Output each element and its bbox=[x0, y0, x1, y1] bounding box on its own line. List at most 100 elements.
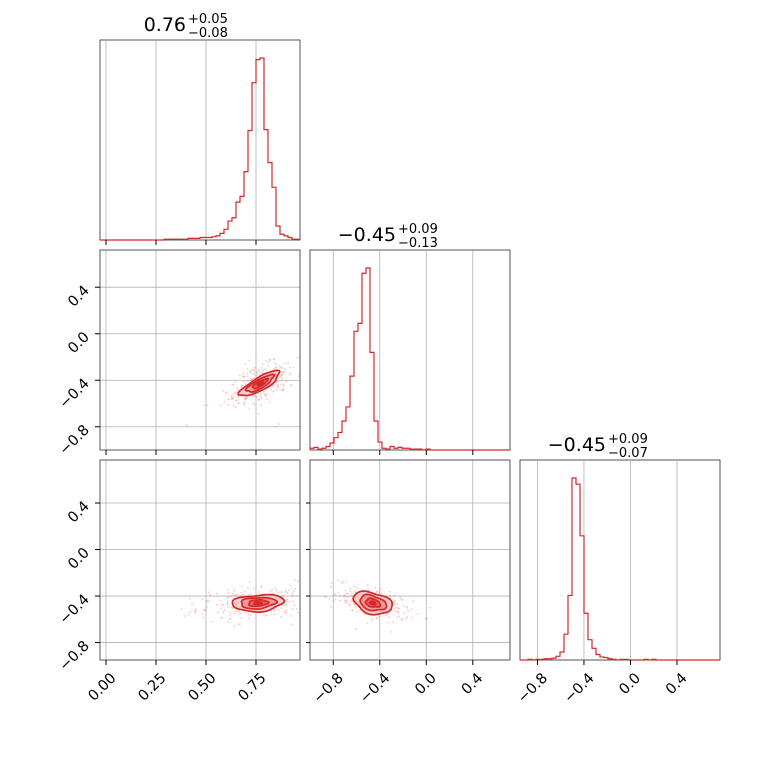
scatter-panel-1-point bbox=[314, 357, 316, 359]
scatter-panel-1-point bbox=[252, 401, 255, 404]
scatter-panel-2-point bbox=[280, 607, 283, 610]
scatter-panel-2-point bbox=[188, 597, 191, 600]
scatter-panel-1-point bbox=[242, 375, 244, 378]
scatter-panel-1-point bbox=[264, 393, 267, 396]
scatter-panel-2-point bbox=[291, 592, 294, 595]
scatter-panel-1-point bbox=[238, 374, 241, 377]
scatter-panel-2-point bbox=[183, 615, 186, 617]
scatter-panel-1-point bbox=[256, 371, 259, 373]
hist-panel-3-xtick-label-1: −0.4 bbox=[561, 670, 597, 706]
scatter-panel-1-point bbox=[253, 368, 255, 371]
scatter-panel-3-point bbox=[351, 609, 354, 612]
scatter-panel-1-point bbox=[236, 399, 238, 402]
scatter-panel-2-point bbox=[293, 579, 296, 582]
scatter-panel-1-point bbox=[234, 406, 237, 409]
scatter-panel-2-point bbox=[201, 613, 204, 615]
scatter-panel-3-point bbox=[405, 607, 408, 609]
scatter-panel-3-point bbox=[345, 600, 348, 603]
scatter-panel-3-point bbox=[399, 596, 402, 599]
scatter-panel-3-point bbox=[389, 594, 392, 597]
scatter-panel-2-point bbox=[296, 580, 299, 583]
scatter-panel-3-point bbox=[340, 581, 343, 584]
scatter-panel-2-xtick-label-3: 0.75 bbox=[235, 670, 269, 704]
scatter-panel-1-point bbox=[259, 393, 262, 395]
scatter-panel-2-point bbox=[277, 609, 280, 611]
scatter-panel-1-point bbox=[285, 380, 288, 383]
scatter-panel-2-point bbox=[274, 586, 277, 589]
scatter-panel-1-point bbox=[282, 385, 284, 387]
hist-panel-1-title-median: 0.76 bbox=[144, 14, 186, 36]
scatter-panel-1-point bbox=[257, 399, 260, 401]
scatter-panel-1-point bbox=[245, 398, 247, 400]
scatter-panel-1-point bbox=[230, 395, 232, 398]
scatter-panel-2-point bbox=[243, 590, 246, 593]
scatter-panel-2-frame bbox=[99, 459, 301, 661]
scatter-panel-2-point bbox=[207, 599, 209, 602]
scatter-panel-2-point bbox=[240, 591, 243, 594]
scatter-panel-1-point bbox=[250, 369, 253, 372]
scatter-panel-1-point bbox=[267, 361, 270, 364]
scatter-panel-3-point bbox=[349, 601, 352, 604]
scatter-panel-1-point bbox=[234, 399, 237, 402]
scatter-panel-2-point bbox=[241, 593, 244, 596]
scatter-panel-3-point bbox=[388, 590, 391, 593]
scatter-panel-3-point bbox=[385, 614, 388, 617]
scatter-panel-2-point bbox=[237, 611, 240, 613]
hist-panel-2-title-minus: −0.13 bbox=[398, 236, 438, 251]
scatter-panel-1-ytick-label-3: 0.4 bbox=[65, 283, 93, 311]
scatter-panel-1-point bbox=[260, 371, 263, 374]
scatter-panel-2-point bbox=[291, 608, 294, 610]
scatter-panel-1-point bbox=[237, 389, 239, 392]
scatter-panel-2-point bbox=[292, 590, 295, 593]
scatter-panel-2-point bbox=[303, 588, 305, 590]
scatter-panel-2-xtick-label-2: 0.50 bbox=[185, 670, 219, 704]
scatter-panel-2-contour-4 bbox=[253, 600, 264, 606]
scatter-panel-1-point bbox=[237, 395, 240, 398]
scatter-panel-2-point bbox=[260, 586, 263, 589]
scatter-panel-1-point bbox=[256, 372, 259, 375]
scatter-panel-1-point bbox=[235, 386, 238, 389]
scatter-panel-3-point bbox=[349, 595, 352, 598]
scatter-panel-1-point bbox=[260, 366, 263, 369]
scatter-panel-1-point bbox=[234, 380, 237, 383]
scatter-panel-1-point bbox=[281, 376, 284, 379]
scatter-panel-1-point bbox=[263, 394, 266, 396]
scatter-panel-1-point bbox=[282, 387, 285, 390]
scatter-panel-1-point bbox=[243, 403, 246, 406]
scatter-panel-2-point bbox=[245, 611, 247, 614]
scatter-panel-3-point bbox=[336, 579, 339, 582]
scatter-panel-3-point bbox=[393, 603, 396, 606]
scatter-panel-3-point bbox=[396, 610, 399, 612]
scatter-panel-3-xtick-label-0: −0.8 bbox=[311, 670, 347, 706]
scatter-panel-1-point bbox=[273, 362, 276, 365]
scatter-panel-1-point bbox=[259, 373, 261, 376]
scatter-panel-1-point bbox=[282, 389, 285, 391]
scatter-panel-3-point bbox=[410, 616, 413, 619]
scatter-panel-1-point bbox=[275, 381, 278, 384]
scatter-panel-1-point bbox=[297, 375, 300, 378]
scatter-panel-2-point bbox=[285, 599, 288, 602]
scatter-panel-2-point bbox=[238, 623, 241, 626]
scatter-panel-2-point bbox=[233, 625, 236, 628]
scatter-panel-1-point bbox=[231, 396, 234, 398]
scatter-panel-3-point bbox=[406, 605, 409, 608]
scatter-panel-3-point bbox=[394, 610, 397, 613]
scatter-panel-2-point bbox=[215, 592, 218, 595]
scatter-panel-2-point bbox=[247, 612, 250, 615]
scatter-panel-3-point bbox=[346, 592, 349, 595]
scatter-panel-2-point bbox=[287, 589, 290, 592]
scatter-panel-2-point bbox=[223, 609, 226, 612]
scatter-panel-2-point bbox=[219, 617, 222, 619]
scatter-panel-1-point bbox=[240, 384, 243, 387]
scatter-panel-3-point bbox=[429, 606, 432, 609]
scatter-panel-2-point bbox=[227, 606, 230, 609]
scatter-panel-3-point bbox=[333, 593, 336, 596]
scatter-panel-1-point bbox=[242, 380, 245, 383]
scatter-panel-2-point bbox=[202, 609, 205, 612]
scatter-panel-1-point bbox=[251, 378, 254, 381]
scatter-panel-1-point bbox=[278, 365, 281, 368]
scatter-panel-2-point bbox=[206, 605, 208, 608]
scatter-panel-3-point bbox=[403, 612, 406, 615]
scatter-panel-2-point bbox=[239, 612, 242, 615]
